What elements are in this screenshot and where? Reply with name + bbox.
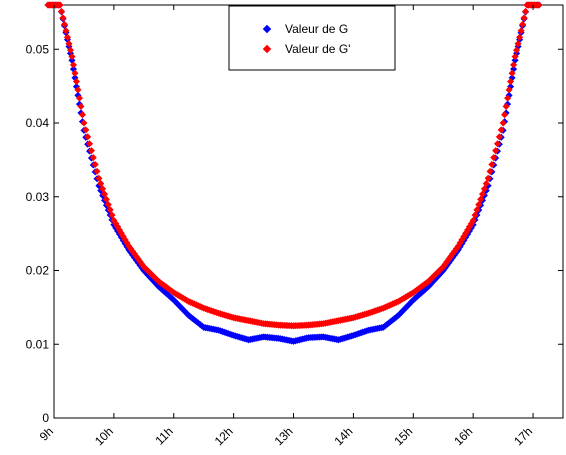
- data-marker: [510, 61, 518, 69]
- x-tick-label: 11h: [152, 424, 175, 447]
- data-marker: [519, 20, 527, 28]
- data-marker: [84, 133, 92, 141]
- data-marker: [93, 167, 101, 175]
- data-marker: [475, 201, 483, 209]
- data-marker: [104, 201, 112, 209]
- data-marker: [91, 160, 99, 169]
- legend-items: Valeur de G Valeur de G': [262, 22, 350, 56]
- data-marker: [495, 133, 503, 141]
- data-point: [469, 216, 477, 224]
- data-marker: [60, 20, 69, 28]
- data-point: [95, 174, 103, 182]
- data-marker: [102, 195, 110, 203]
- legend-marker: [262, 24, 272, 34]
- data-marker: [520, 14, 528, 22]
- y-tick-label: 0.05: [26, 42, 50, 56]
- data-marker: [497, 126, 505, 134]
- data-marker: [501, 111, 509, 119]
- y-tick-label: 0.01: [26, 337, 50, 351]
- data-marker: [108, 211, 116, 219]
- x-tick-label: 12h: [212, 424, 236, 448]
- x-tick-label: 15h: [391, 424, 415, 448]
- data-marker: [492, 147, 500, 155]
- data-marker: [478, 190, 487, 198]
- legend-marker: [262, 44, 272, 54]
- data-marker: [87, 147, 95, 155]
- data-point: [535, 1, 543, 9]
- data-point: [499, 119, 507, 127]
- data-marker: [106, 206, 114, 214]
- data-marker: [522, 7, 530, 15]
- data-marker: [74, 86, 82, 94]
- data-marker: [486, 167, 494, 175]
- legend: Valeur de G Valeur de G': [228, 5, 396, 71]
- data-point: [125, 242, 133, 250]
- data-marker: [471, 211, 479, 219]
- data-marker: [71, 69, 79, 77]
- data-point: [484, 174, 492, 182]
- y-tick-label: 0.04: [26, 116, 50, 130]
- y-tick-label: 0: [42, 411, 49, 425]
- data-marker: [482, 180, 490, 188]
- data-marker: [97, 180, 105, 188]
- data-marker: [502, 102, 510, 110]
- x-tick-label: 13h: [272, 424, 296, 448]
- data-marker: [517, 27, 525, 35]
- data-marker: [513, 46, 521, 54]
- y-tick-label: 0.02: [26, 264, 50, 278]
- data-marker: [490, 154, 498, 162]
- data-marker: [82, 126, 90, 134]
- data-marker: [99, 185, 107, 193]
- data-marker: [100, 190, 109, 198]
- data-marker: [493, 140, 502, 148]
- data-marker: [480, 185, 488, 193]
- data-marker: [505, 86, 513, 94]
- x-tick-label: 9h: [37, 424, 56, 443]
- data-marker: [488, 160, 496, 169]
- data-marker: [89, 154, 97, 162]
- x-tick-label: 10h: [92, 424, 116, 448]
- data-marker: [77, 102, 85, 110]
- data-point: [511, 53, 519, 61]
- data-marker: [78, 111, 86, 119]
- data-marker: [508, 69, 516, 77]
- data-marker: [477, 195, 485, 203]
- data-marker: [75, 94, 83, 102]
- data-marker: [516, 33, 524, 41]
- legend-box: [228, 5, 396, 71]
- data-marker: [86, 140, 94, 148]
- data-marker: [473, 206, 481, 214]
- data-marker: [504, 94, 512, 102]
- y-tick-label: 0.03: [26, 190, 50, 204]
- legend-label: Valeur de G': [285, 42, 350, 56]
- data-marker: [514, 40, 522, 48]
- x-tick-label: 16h: [451, 424, 475, 448]
- data-marker: [72, 77, 80, 86]
- data-point: [80, 119, 88, 127]
- x-tick-label: 17h: [511, 424, 535, 448]
- x-tick-label: 14h: [331, 424, 355, 448]
- legend-label: Valeur de G: [285, 22, 348, 36]
